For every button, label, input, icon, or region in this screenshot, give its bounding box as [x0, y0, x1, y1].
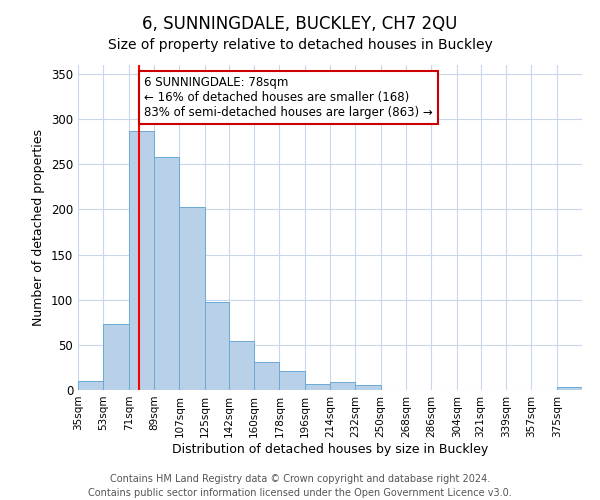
Bar — [557, 388, 582, 390]
Bar — [330, 382, 355, 390]
Bar — [154, 157, 179, 390]
Bar — [103, 324, 128, 390]
Bar — [280, 371, 305, 390]
X-axis label: Distribution of detached houses by size in Buckley: Distribution of detached houses by size … — [172, 442, 488, 456]
Bar — [205, 302, 229, 390]
Bar — [305, 384, 330, 390]
Bar — [254, 362, 280, 390]
Bar — [355, 386, 380, 390]
Y-axis label: Number of detached properties: Number of detached properties — [32, 129, 46, 326]
Text: 6, SUNNINGDALE, BUCKLEY, CH7 2QU: 6, SUNNINGDALE, BUCKLEY, CH7 2QU — [142, 15, 458, 33]
Bar — [78, 381, 103, 390]
Bar — [128, 131, 154, 390]
Text: Size of property relative to detached houses in Buckley: Size of property relative to detached ho… — [107, 38, 493, 52]
Bar — [179, 206, 205, 390]
Text: 6 SUNNINGDALE: 78sqm
← 16% of detached houses are smaller (168)
83% of semi-deta: 6 SUNNINGDALE: 78sqm ← 16% of detached h… — [144, 76, 433, 119]
Text: Contains HM Land Registry data © Crown copyright and database right 2024.
Contai: Contains HM Land Registry data © Crown c… — [88, 474, 512, 498]
Bar — [229, 341, 254, 390]
